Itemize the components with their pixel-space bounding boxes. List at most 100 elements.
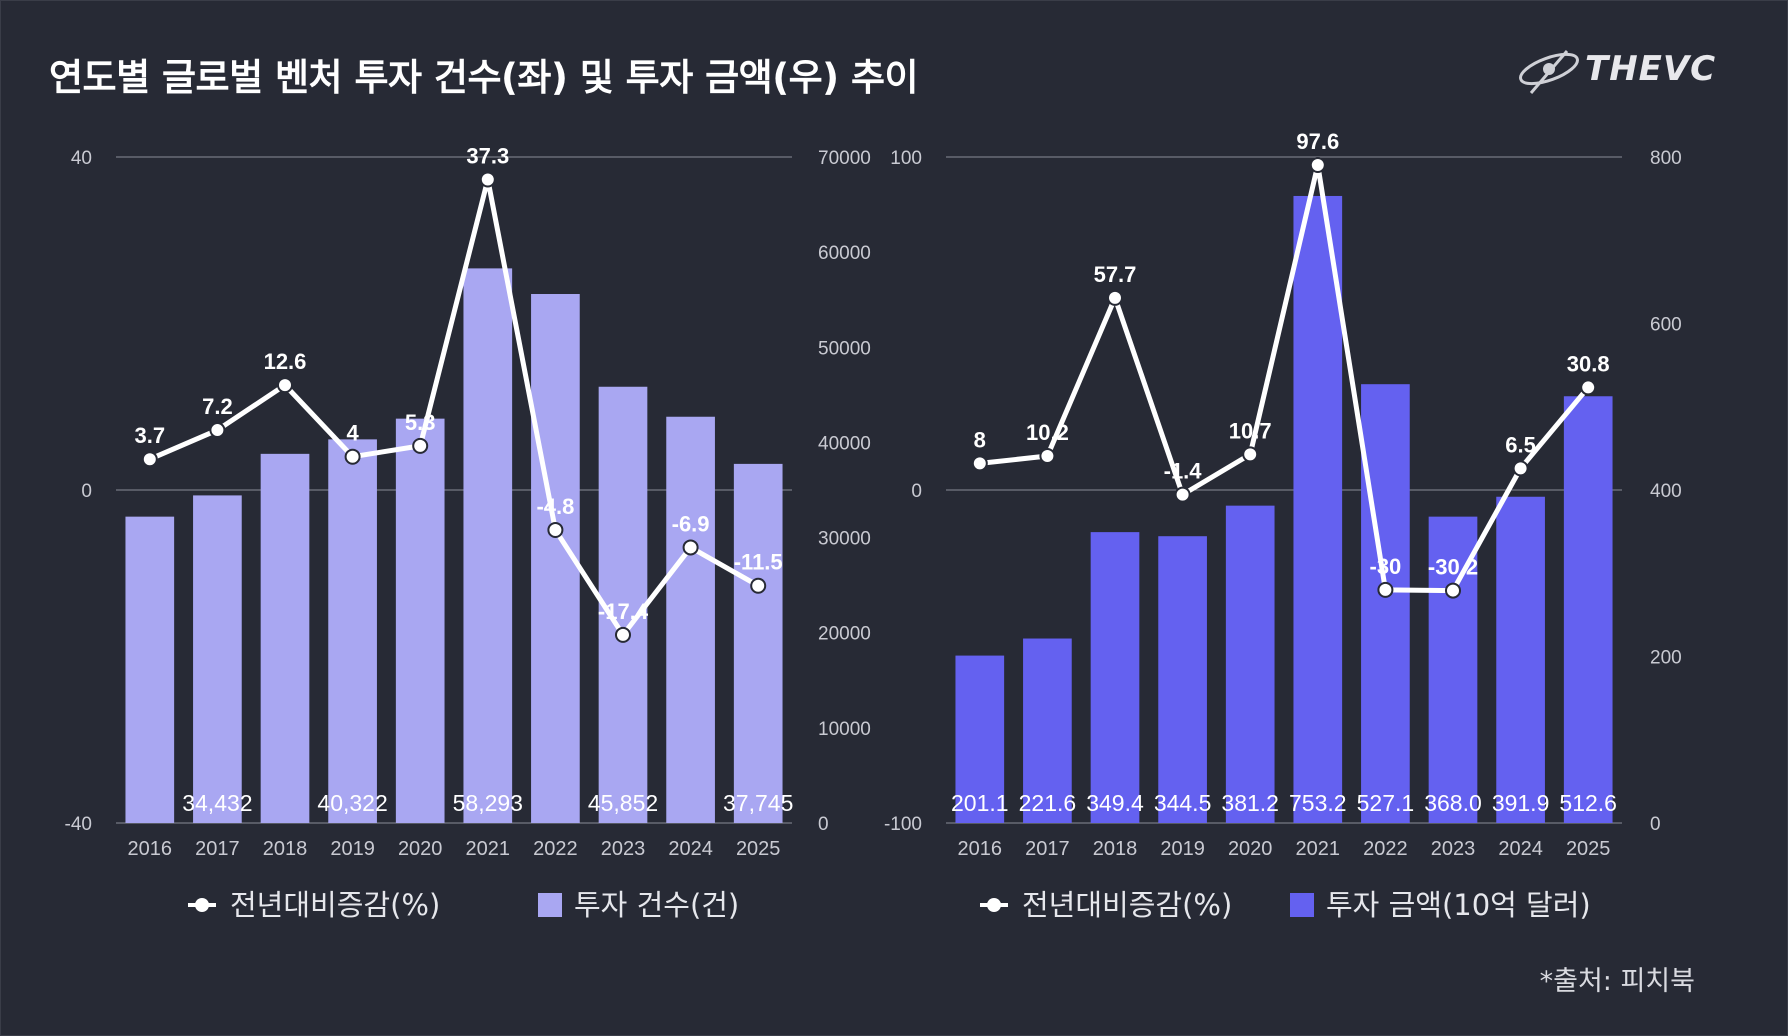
line-value-label: 12.6 [264, 349, 307, 374]
line-point [209, 422, 226, 439]
line-value-label: -11.5 [734, 550, 783, 575]
bar-value-label: 527.1 [1357, 790, 1415, 816]
x-axis-tick: 2020 [398, 838, 443, 860]
bar-value-label: 40,322 [317, 790, 387, 816]
line-point [971, 455, 988, 472]
x-axis-tick: 2025 [736, 838, 781, 860]
x-axis-tick: 2023 [1431, 838, 1476, 860]
bar [1293, 195, 1343, 823]
bar [1361, 384, 1410, 823]
legend-dot-icon [987, 898, 1001, 912]
x-axis-tick: 2024 [1498, 838, 1543, 860]
line-value-label: 5.3 [405, 410, 436, 435]
x-axis-tick: 2023 [601, 838, 646, 860]
line-value-label: -17.4 [598, 599, 649, 624]
line-value-label: -1.4 [1164, 459, 1203, 484]
legend-bar-swatch [538, 893, 562, 917]
line-point [1107, 289, 1123, 306]
legend-line-label: 전년대비증감(%) [230, 888, 440, 922]
left-axis-tick: 0 [81, 481, 92, 502]
bar [328, 439, 377, 823]
chart-1: 400-407000060000500004000030000200001000… [65, 143, 871, 922]
right-axis-tick: 10000 [818, 719, 871, 740]
line-value-label: 6.5 [1505, 432, 1536, 457]
line-point [1242, 446, 1259, 463]
right-axis-tick: 0 [1650, 814, 1661, 835]
trend-line [979, 162, 1591, 594]
x-axis-tick: 2022 [1363, 838, 1408, 860]
x-axis-tick: 2022 [533, 838, 578, 860]
right-axis-tick: 200 [1650, 648, 1682, 669]
bar-value-label: 58,293 [453, 790, 523, 816]
bar-value-label: 753.2 [1289, 790, 1347, 816]
line-value-label: -6.9 [672, 511, 710, 536]
bar [1225, 505, 1275, 823]
left-axis-tick: -40 [65, 814, 92, 835]
legend-line-label: 전년대비증감(%) [1022, 888, 1232, 922]
trend-line [148, 176, 760, 638]
bar [260, 453, 310, 823]
bar [1023, 638, 1072, 823]
left-axis-tick: 100 [890, 148, 922, 169]
right-axis-tick: 0 [818, 814, 829, 835]
legend-bar-swatch [1290, 893, 1314, 917]
line-value-label: 7.2 [202, 394, 233, 419]
right-axis-tick: 400 [1650, 481, 1682, 502]
bar-value-label: 391.9 [1492, 790, 1550, 816]
line-point [1580, 379, 1597, 396]
line-value-label: -30 [1370, 554, 1402, 579]
bar [1090, 532, 1140, 823]
right-axis-tick: 600 [1650, 315, 1682, 336]
right-axis-tick: 20000 [818, 624, 871, 645]
bar [666, 416, 715, 823]
line-value-label: 10.2 [1026, 420, 1069, 445]
x-axis-tick: 2020 [1228, 838, 1273, 860]
bar-value-label: 37,745 [723, 790, 793, 816]
line-point [1039, 448, 1056, 465]
line-value-label: -30.2 [1428, 555, 1478, 580]
x-axis-tick: 2018 [1093, 838, 1138, 860]
line-point [682, 539, 699, 556]
bar [1496, 496, 1545, 823]
bar [1428, 516, 1478, 823]
thevc-logo: THEVC [1509, 43, 1729, 103]
line-value-label: 4 [346, 421, 359, 446]
right-axis-tick: 50000 [818, 338, 871, 359]
bar-value-label: 34,432 [182, 790, 252, 816]
line-value-label: 3.7 [135, 423, 166, 448]
legend-bar-label: 투자 건수(건) [574, 888, 739, 922]
line-value-label: 30.8 [1567, 351, 1610, 376]
line-point [1174, 486, 1191, 503]
bar-value-label: 344.5 [1154, 790, 1212, 816]
logo-text: THEVC [1585, 49, 1717, 89]
line-point [479, 171, 496, 188]
bar-value-label: 45,852 [588, 790, 658, 816]
bar-value-label: 381.2 [1221, 790, 1279, 816]
right-axis-tick: 70000 [818, 148, 871, 169]
legend-bar-label: 투자 금액(10억 달러) [1326, 888, 1591, 922]
line-value-label: 37.3 [466, 143, 509, 168]
line-point [1445, 582, 1461, 599]
right-axis-tick: 60000 [818, 243, 871, 264]
bar [1158, 536, 1207, 823]
bar [395, 418, 445, 823]
line-value-label: -4.8 [536, 494, 574, 519]
bar [463, 268, 513, 823]
x-axis-tick: 2017 [1025, 838, 1070, 860]
bar [598, 386, 648, 823]
line-value-label: 57.7 [1094, 262, 1137, 287]
x-axis-tick: 2016 [128, 838, 173, 860]
line-value-label: 97.6 [1296, 129, 1339, 154]
line-point [1512, 460, 1529, 477]
bar-value-label: 512.6 [1559, 790, 1617, 816]
line-point [1377, 581, 1394, 598]
source-note: *출처: 피치북 [1539, 966, 1695, 997]
x-axis-tick: 2021 [1296, 838, 1341, 860]
line-point [615, 626, 631, 643]
bar [193, 495, 242, 823]
bar [955, 655, 1005, 823]
line-value-label: 10.7 [1229, 418, 1272, 443]
line-point [412, 437, 429, 454]
left-axis-tick: -100 [884, 814, 922, 835]
